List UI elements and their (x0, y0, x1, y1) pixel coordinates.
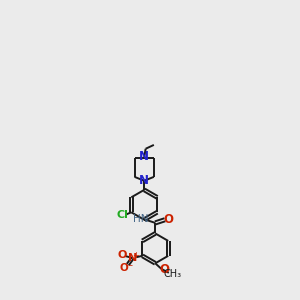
Text: CH₃: CH₃ (164, 269, 182, 279)
Text: N: N (139, 173, 149, 187)
Text: N: N (139, 150, 149, 164)
Text: N: N (128, 253, 137, 263)
Text: O⁻: O⁻ (120, 263, 134, 273)
Text: Cl: Cl (116, 210, 128, 220)
Text: O: O (163, 213, 173, 226)
Text: +: + (132, 251, 139, 260)
Text: HN: HN (133, 214, 148, 224)
Text: O: O (159, 263, 169, 276)
Text: O: O (118, 250, 127, 260)
